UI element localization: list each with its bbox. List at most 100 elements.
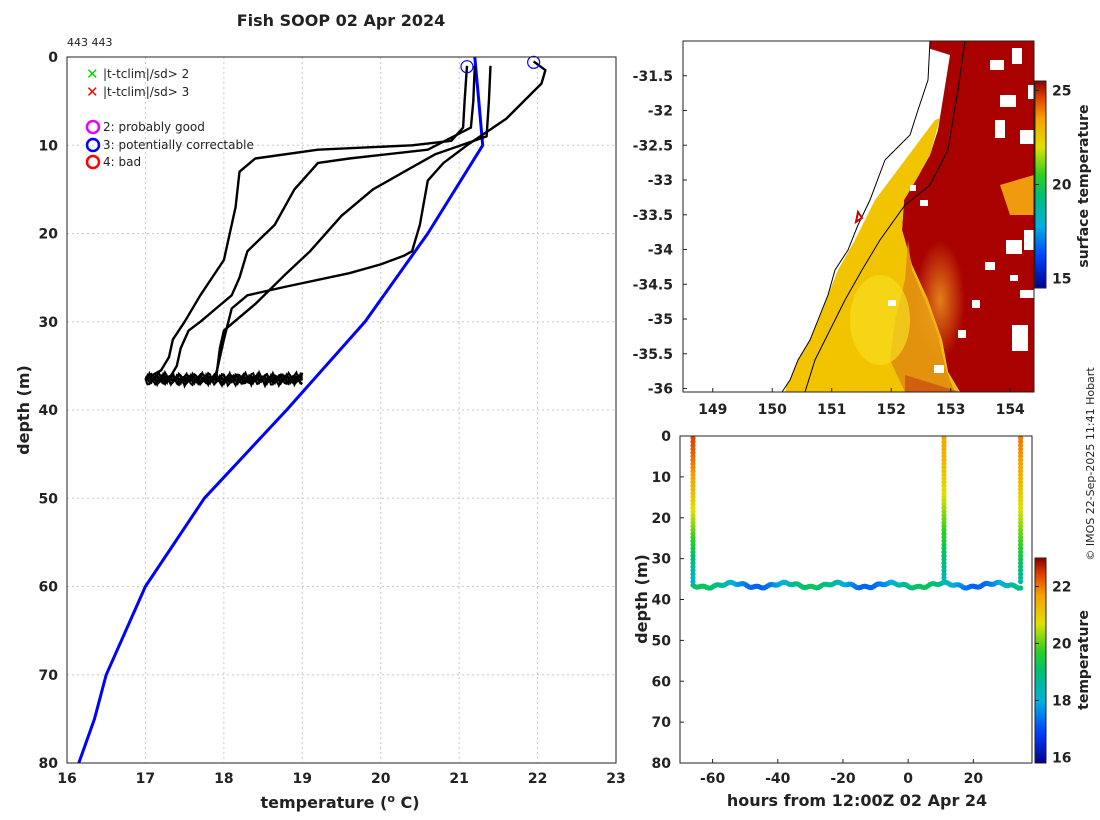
- profile-line-4: [214, 60, 547, 375]
- profile-xtick-label: 21: [449, 771, 468, 787]
- cast-1-dot: [690, 479, 696, 485]
- cast-1-dot: [690, 516, 696, 522]
- ts-ytick-label: 40: [652, 593, 672, 609]
- qc-flag-marker-2: [527, 55, 541, 69]
- cast-3-dot: [1018, 527, 1024, 533]
- legend-q2-label: 2: probably good: [103, 120, 205, 134]
- map-xtick-label: 152: [877, 402, 906, 418]
- cast-2-dot: [941, 494, 947, 500]
- cast-1-dot: [690, 509, 696, 515]
- ts-cb-tick-label: 22: [1052, 579, 1071, 595]
- map-ytick-label: -31.5: [633, 69, 673, 85]
- ts-xtick-label: -40: [765, 771, 791, 787]
- profile-line-2: [167, 65, 476, 380]
- profile-ytick-label: 10: [39, 138, 59, 154]
- cast-1-dot: [690, 534, 696, 541]
- timeseries-colorbar-ticks: 22 20 18 16: [1035, 579, 1072, 766]
- profile-xtick-label: 16: [57, 771, 76, 787]
- map-cb-tick-label: 25: [1052, 83, 1071, 99]
- legend-x-red-marker: ✕: [86, 83, 99, 101]
- legend-q2-marker: [85, 119, 101, 135]
- map-ytick-label: -32.5: [633, 138, 673, 154]
- profile-xtick-label: 18: [214, 771, 233, 787]
- legend-q3-marker: [85, 137, 101, 153]
- legend-q3-label: 3: potentially correctable: [103, 138, 254, 152]
- cast-2-dot: [941, 556, 947, 563]
- cast-1-dot: [690, 512, 696, 518]
- cast-1-dot: [690, 549, 696, 555]
- cast-2-dot: [941, 464, 947, 471]
- cast-3-dot: [1018, 472, 1024, 478]
- cast-2-dot: [941, 531, 947, 537]
- cast-2-dot: [941, 534, 947, 541]
- cast-3-dot: [1018, 556, 1024, 563]
- cast-1-dot: [690, 523, 696, 529]
- cast-3-dot: [1018, 483, 1024, 489]
- map-ytick-label: -33.5: [633, 208, 673, 224]
- cast-2-dot: [941, 578, 947, 585]
- map-ytick-label: -32: [648, 104, 673, 120]
- cast-1-dot: [690, 457, 696, 463]
- profile-legend: ✕ |t-tclim|/sd> 2 ✕ |t-tclim|/sd> 3 2: p…: [85, 65, 254, 170]
- profile-grid: [66, 56, 617, 764]
- cast-3-dot: [1018, 457, 1024, 463]
- map-xtick-label: 149: [698, 402, 727, 418]
- bottom-band: [144, 369, 304, 389]
- ts-ytick-label: 80: [652, 756, 672, 772]
- cast-1-dot: [690, 490, 696, 496]
- cast-1-dot: [690, 505, 696, 511]
- map-xtick-label: 151: [817, 402, 846, 418]
- timeseries-axes-frame: [679, 435, 1033, 764]
- cast-3-dot: [1018, 512, 1024, 518]
- cast-1-dot: [690, 475, 696, 482]
- cast-1-dot: [690, 461, 696, 467]
- map-xtick-label: 154: [996, 402, 1025, 418]
- cast-3-dot: [1018, 450, 1024, 456]
- cast-3-dot: [1018, 578, 1024, 585]
- cast-3-dot: [1018, 501, 1024, 507]
- cast-3-dot: [1018, 453, 1024, 459]
- map-cb-tick-label: 15: [1052, 272, 1071, 288]
- profile-xtick-label: 22: [528, 771, 547, 787]
- cast-3-dot: [1018, 475, 1024, 482]
- cast-2-dot: [941, 523, 947, 529]
- cast-3-dot: [1018, 549, 1024, 555]
- profile-ytick-label: 40: [39, 403, 59, 419]
- cast-3-dot: [1018, 505, 1024, 511]
- map-ytick-label: -34: [648, 243, 674, 259]
- cast-2-dot: [941, 475, 947, 482]
- cast-1-dot: [690, 538, 696, 544]
- ts-ytick-label: 70: [652, 715, 672, 731]
- cast-3-dot: [1018, 479, 1024, 485]
- legend-q4-label: 4: bad: [103, 155, 141, 169]
- cast-2-dot: [941, 538, 947, 544]
- cast-2-dot: [941, 571, 947, 577]
- cast-3-dot: [1018, 509, 1024, 515]
- cast-3-dot: [1018, 435, 1024, 441]
- cast-3-dot: [1018, 560, 1024, 566]
- cast-2-dot: [941, 486, 947, 493]
- cast-3-dot: [1018, 464, 1024, 471]
- ts-ytick-label: 0: [661, 429, 671, 445]
- cast-3-dot: [1018, 490, 1024, 496]
- cast-3-dot: [1018, 531, 1024, 537]
- cast-1-dot: [690, 545, 696, 552]
- cast-1-dot: [690, 442, 696, 448]
- timeseries-ticks: -60 -40 -20 0 20 0 10 20 30 40 50 60 70 80: [652, 429, 984, 787]
- cast-2-dot: [941, 439, 947, 445]
- cast-1-dot: [690, 575, 696, 581]
- ts-cb-tick-label: 20: [1052, 636, 1072, 652]
- profile-line-1: [144, 65, 469, 381]
- cast-2-dot: [941, 442, 947, 448]
- cast-3-dot: [1018, 442, 1024, 448]
- ts-xtick-label: -60: [700, 771, 726, 787]
- profile-line-3: [214, 65, 492, 380]
- cast-2-dot: [941, 490, 947, 496]
- cast-1-dot: [690, 464, 696, 471]
- map-cb-tick-label: 20: [1052, 178, 1072, 194]
- cast-2-dot: [941, 498, 947, 504]
- legend-q4-marker: [85, 154, 101, 170]
- cast-2-dot: [941, 575, 947, 581]
- cast-2-dot: [941, 564, 947, 570]
